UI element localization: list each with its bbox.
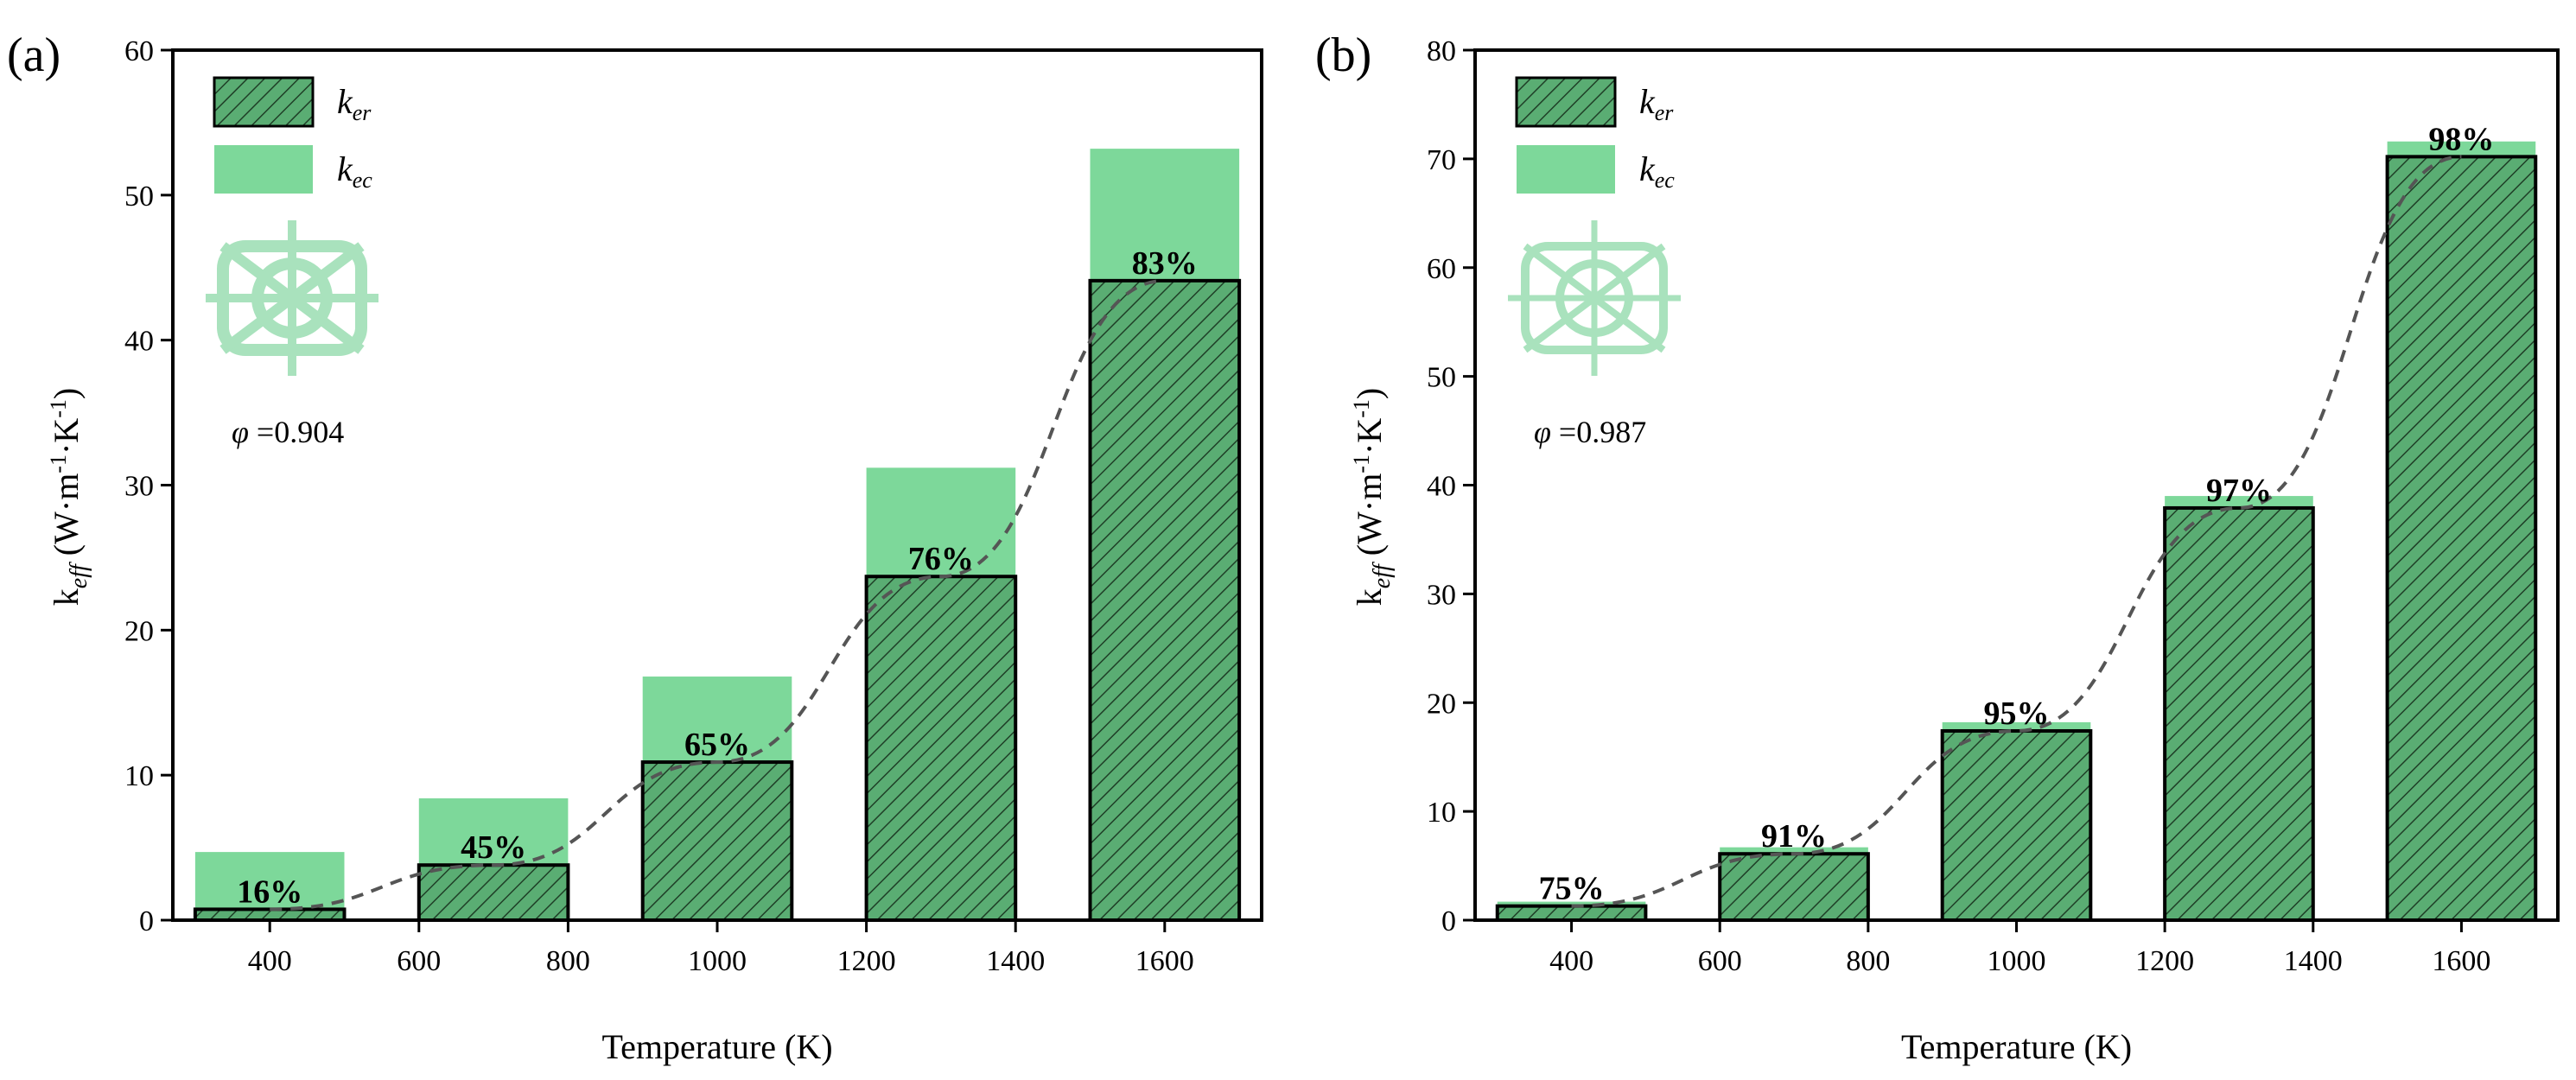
- lattice-structure-inset: [1508, 220, 1681, 376]
- x-axis-label: Temperature (K): [1901, 1027, 2132, 1066]
- legend-swatch-radiative: [213, 76, 315, 128]
- plot-area: 75% 91% 95% 97% 98% 0 10 20 30 40 50 60 70 80 400 600 80…: [1427, 35, 2560, 977]
- percent-label: 76%: [908, 541, 974, 577]
- legend-swatch-radiative: [1515, 76, 1617, 128]
- x-tick-label: 1600: [1135, 945, 1194, 977]
- bar-radiative: [640, 760, 794, 922]
- plot-area: 16% 45% 65% 76% 83% 0 10 20 30 40 50 60 400 600 800 100…: [124, 35, 1263, 977]
- panel-b: (b) 75% 91% 95% 97% 98% 0 10 20 30 40 50 60 70 80 400 6…: [1315, 29, 2560, 1066]
- percent-label: 65%: [684, 727, 750, 763]
- bar-radiative: [1495, 904, 1648, 922]
- y-tick-label: 0: [1441, 905, 1456, 937]
- y-tick-label: 60: [1427, 253, 1456, 285]
- y-tick-label: 10: [124, 760, 154, 792]
- legend: ker kec: [213, 76, 372, 194]
- y-tick-label: 50: [1427, 362, 1456, 394]
- bar-radiative: [1718, 852, 1870, 922]
- y-tick-label: 30: [1427, 579, 1456, 611]
- y-tick-label: 60: [124, 35, 154, 67]
- y-tick-label: 70: [1427, 144, 1456, 176]
- bar-radiative: [2385, 155, 2538, 923]
- porosity-label: φ =0.904: [232, 415, 344, 449]
- x-tick-label: 1400: [986, 945, 1045, 977]
- y-tick-label: 0: [139, 905, 154, 937]
- x-tick-label: 600: [1698, 945, 1742, 977]
- panel-label: (b): [1315, 29, 1371, 82]
- x-tick-label: 1400: [2284, 945, 2343, 977]
- lattice-structure-inset: [206, 220, 378, 376]
- porosity-label: φ =0.987: [1534, 415, 1646, 449]
- legend-label-conductive: kec: [337, 149, 372, 193]
- panel-a: (a) 16% 45% 65% 76% 83% 0 10 20 30 40 50 60 400 600 80…: [7, 29, 1263, 1066]
- bar-radiative: [1940, 728, 2093, 922]
- legend-label-radiative: ker: [337, 82, 372, 125]
- bar-radiative: [1088, 278, 1242, 923]
- y-axis-label: keff (W·m-1·K-1): [46, 388, 92, 606]
- y-tick-label: 40: [124, 326, 154, 358]
- bar-radiative: [417, 863, 570, 922]
- percent-label: 75%: [1539, 871, 1605, 907]
- x-tick-label: 600: [397, 945, 441, 977]
- legend-swatch-conductive: [214, 145, 313, 194]
- percent-label: 95%: [1984, 696, 2050, 732]
- x-tick-label: 1600: [2432, 945, 2490, 977]
- percent-label: 97%: [2206, 473, 2272, 509]
- y-tick-label: 40: [1427, 471, 1456, 503]
- x-tick-label: 800: [1846, 945, 1890, 977]
- x-tick-label: 1200: [2135, 945, 2194, 977]
- legend-swatch-conductive: [1517, 145, 1615, 194]
- y-tick-label: 20: [124, 615, 154, 647]
- y-axis-label: keff (W·m-1·K-1): [1349, 388, 1396, 606]
- x-tick-label: 800: [546, 945, 590, 977]
- y-tick-label: 30: [124, 471, 154, 503]
- x-tick-label: 1000: [1988, 945, 2046, 977]
- y-tick-label: 20: [1427, 688, 1456, 720]
- x-tick-label: 400: [1549, 945, 1593, 977]
- legend-label-conductive: kec: [1639, 149, 1675, 193]
- x-tick-label: 1000: [688, 945, 747, 977]
- y-tick-label: 10: [1427, 797, 1456, 829]
- percent-label: 16%: [237, 874, 302, 910]
- legend: ker kec: [1515, 76, 1675, 194]
- percent-label: 91%: [1761, 818, 1827, 854]
- bar-radiative: [2163, 505, 2315, 923]
- bar-radiative: [864, 575, 1018, 922]
- y-tick-label: 80: [1427, 35, 1456, 67]
- percent-label: 98%: [2428, 121, 2494, 157]
- x-tick-label: 400: [248, 945, 292, 977]
- percent-label: 83%: [1132, 245, 1198, 282]
- legend-label-radiative: ker: [1639, 82, 1674, 125]
- trend-line: [270, 278, 1165, 912]
- panel-label: (a): [7, 29, 60, 82]
- x-axis-label: Temperature (K): [601, 1027, 832, 1066]
- x-tick-label: 1200: [837, 945, 896, 977]
- y-tick-label: 50: [124, 181, 154, 213]
- percent-label: 45%: [461, 829, 526, 866]
